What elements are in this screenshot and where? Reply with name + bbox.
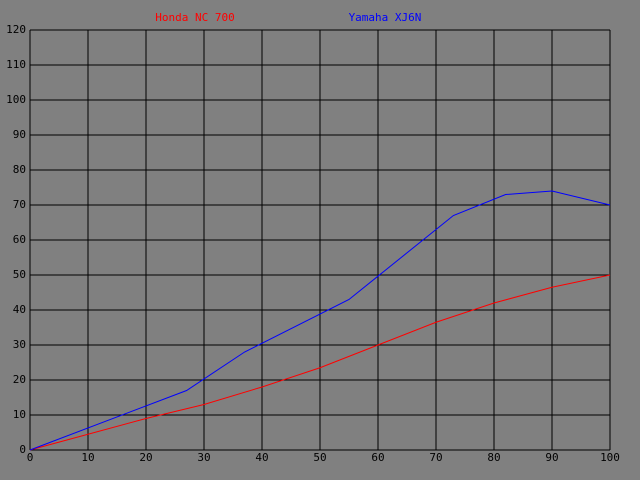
- y-tick-label: 0: [19, 443, 26, 456]
- y-tick-label: 10: [13, 408, 26, 421]
- series-line: [29, 190, 611, 451]
- legend-entry: Yamaha XJ6N: [349, 11, 422, 24]
- y-tick-label: 50: [13, 268, 26, 281]
- y-tick-label: 30: [13, 338, 26, 351]
- y-tick-label: 40: [13, 303, 26, 316]
- x-tick-label: 20: [139, 451, 152, 464]
- x-tick-label: 100: [600, 451, 620, 464]
- y-tick-label: 110: [6, 58, 26, 71]
- y-tick-label: 120: [6, 23, 26, 36]
- x-tick-label: 30: [197, 451, 210, 464]
- series-line: [29, 274, 611, 451]
- x-tick-label: 60: [371, 451, 384, 464]
- x-tick-label: 10: [81, 451, 94, 464]
- y-tick-label: 20: [13, 373, 26, 386]
- x-tick-label: 80: [487, 451, 500, 464]
- y-tick-label: 80: [13, 163, 26, 176]
- y-tick-label: 60: [13, 233, 26, 246]
- x-tick-label: 70: [429, 451, 442, 464]
- x-tick-label: 40: [255, 451, 268, 464]
- x-tick-label: 50: [313, 451, 326, 464]
- y-tick-label: 70: [13, 198, 26, 211]
- x-tick-label: 90: [545, 451, 558, 464]
- legend-entry: Honda NC 700: [155, 11, 234, 24]
- y-tick-label: 100: [6, 93, 26, 106]
- x-tick-label: 0: [27, 451, 34, 464]
- y-tick-label: 90: [13, 128, 26, 141]
